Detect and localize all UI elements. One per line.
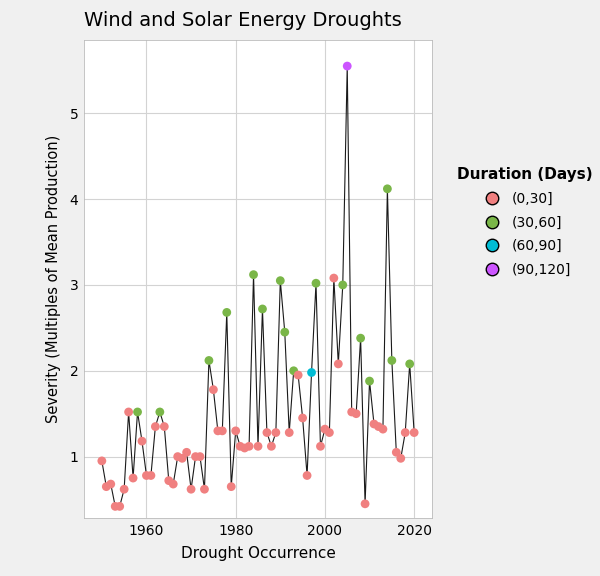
Y-axis label: Severity (Multiples of Mean Production): Severity (Multiples of Mean Production) — [46, 135, 61, 423]
Point — [257, 304, 267, 313]
Point — [155, 407, 164, 416]
Point — [387, 356, 397, 365]
Point — [195, 452, 205, 461]
Point — [249, 270, 259, 279]
Point — [213, 426, 223, 435]
Point — [128, 473, 138, 483]
Point — [289, 366, 298, 376]
Point — [151, 422, 160, 431]
Point — [347, 407, 356, 416]
Point — [338, 281, 347, 290]
Point — [146, 471, 156, 480]
Point — [369, 419, 379, 429]
Point — [164, 476, 173, 485]
Point — [334, 359, 343, 369]
Point — [302, 471, 312, 480]
Point — [231, 426, 241, 435]
Legend: (0,30], (30,60], (60,90], (90,120]: (0,30], (30,60], (60,90], (90,120] — [446, 156, 600, 288]
Point — [284, 428, 294, 437]
Point — [271, 428, 281, 437]
Point — [240, 444, 250, 453]
Point — [119, 484, 129, 494]
Point — [405, 359, 415, 369]
Point — [106, 479, 116, 488]
Point — [365, 377, 374, 386]
Point — [275, 276, 285, 285]
Point — [293, 370, 303, 380]
Point — [378, 425, 388, 434]
Point — [356, 334, 365, 343]
Point — [226, 482, 236, 491]
Point — [222, 308, 232, 317]
Point — [186, 484, 196, 494]
Point — [142, 471, 151, 480]
Point — [101, 482, 111, 491]
Point — [115, 502, 124, 511]
Point — [182, 448, 191, 457]
Point — [298, 414, 307, 423]
Point — [204, 356, 214, 365]
Text: Wind and Solar Energy Droughts: Wind and Solar Energy Droughts — [84, 12, 402, 31]
Point — [110, 502, 120, 511]
Point — [137, 437, 147, 446]
Point — [173, 452, 182, 461]
Point — [316, 442, 325, 451]
Point — [392, 448, 401, 457]
Point — [133, 407, 142, 416]
Point — [124, 407, 133, 416]
Point — [266, 442, 276, 451]
Point — [209, 385, 218, 394]
Point — [160, 422, 169, 431]
Point — [396, 454, 406, 463]
Point — [383, 184, 392, 194]
Point — [320, 425, 330, 434]
Point — [253, 442, 263, 451]
Point — [178, 454, 187, 463]
Point — [218, 426, 227, 435]
Point — [307, 368, 316, 377]
Point — [262, 428, 272, 437]
Point — [311, 279, 321, 288]
Point — [200, 484, 209, 494]
X-axis label: Drought Occurrence: Drought Occurrence — [181, 546, 335, 561]
Point — [360, 499, 370, 509]
Point — [244, 442, 254, 451]
Point — [280, 328, 290, 337]
Point — [374, 422, 383, 431]
Point — [191, 452, 200, 461]
Point — [352, 409, 361, 418]
Point — [325, 428, 334, 437]
Point — [169, 479, 178, 488]
Point — [97, 456, 107, 465]
Point — [343, 62, 352, 71]
Point — [329, 274, 338, 283]
Point — [409, 428, 419, 437]
Point — [235, 442, 245, 451]
Point — [400, 428, 410, 437]
